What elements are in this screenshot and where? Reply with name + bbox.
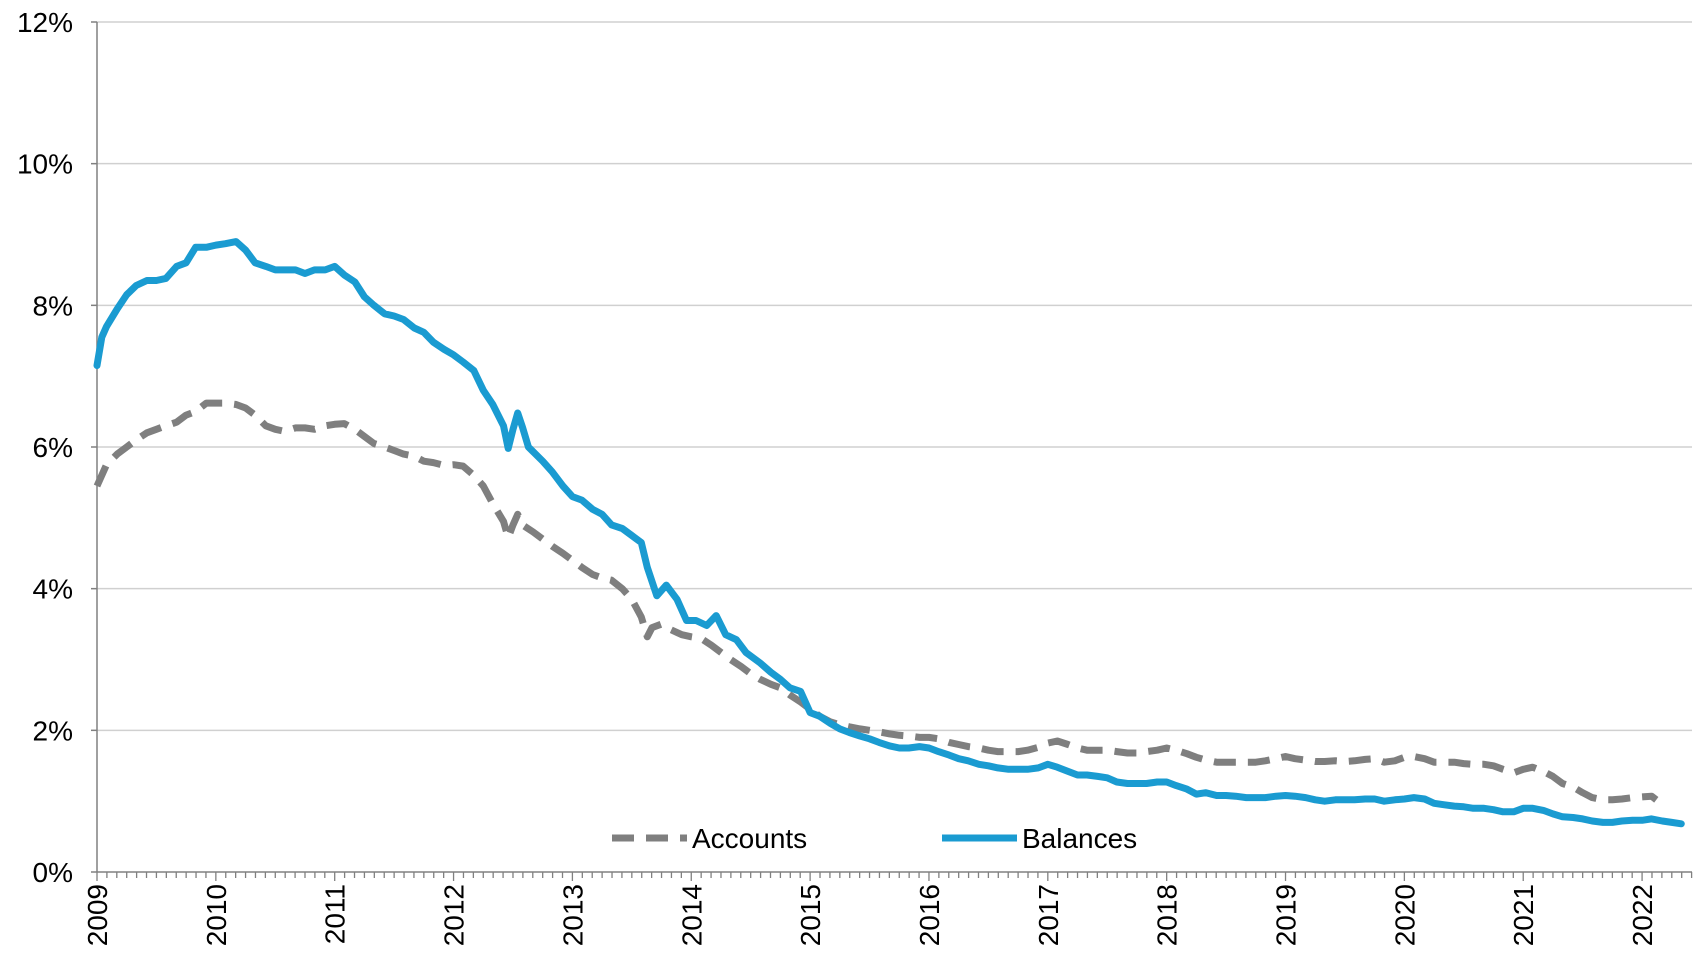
y-tick-label: 8% (33, 290, 73, 321)
series-line-balances (93, 238, 1685, 828)
legend: Accounts Balances (612, 823, 1137, 854)
series-line-accounts (93, 399, 1659, 804)
y-tick-label: 4% (33, 574, 73, 605)
x-tick-label: 2012 (439, 884, 470, 946)
x-tick-label: 2013 (557, 884, 588, 946)
x-axis: 2009 2010 2011 2012 2013 2014 2015 2016 2017 2018… (82, 871, 1693, 946)
x-tick-label: 2010 (201, 884, 232, 946)
x-tick-label: 2018 (1152, 884, 1183, 946)
x-tick-label: 2019 (1271, 884, 1302, 946)
x-tick-label: 2021 (1508, 884, 1539, 946)
legend-label-balances: Balances (1022, 823, 1137, 854)
x-tick-label: 2011 (320, 884, 351, 944)
y-tick-label: 0% (33, 857, 73, 888)
y-tick-label: 10% (17, 149, 73, 180)
x-tick-label: 2022 (1627, 884, 1658, 946)
legend-label-accounts: Accounts (692, 823, 807, 854)
y-tick-label: 12% (17, 7, 73, 38)
x-tick-label: 2020 (1389, 884, 1420, 946)
x-tick-label: 2015 (795, 884, 826, 946)
series-layer (93, 238, 1685, 828)
x-tick-label: 2009 (82, 884, 113, 946)
y-tick-label: 6% (33, 432, 73, 463)
x-tick-label: 2014 (676, 884, 707, 946)
y-tick-label: 2% (33, 715, 73, 746)
gridlines (97, 21, 1692, 732)
y-axis: 0% 2% 4% 6% 8% 10% 12% (17, 7, 98, 888)
x-tick-label: 2016 (914, 884, 945, 946)
x-tick-label: 2017 (1033, 884, 1064, 946)
